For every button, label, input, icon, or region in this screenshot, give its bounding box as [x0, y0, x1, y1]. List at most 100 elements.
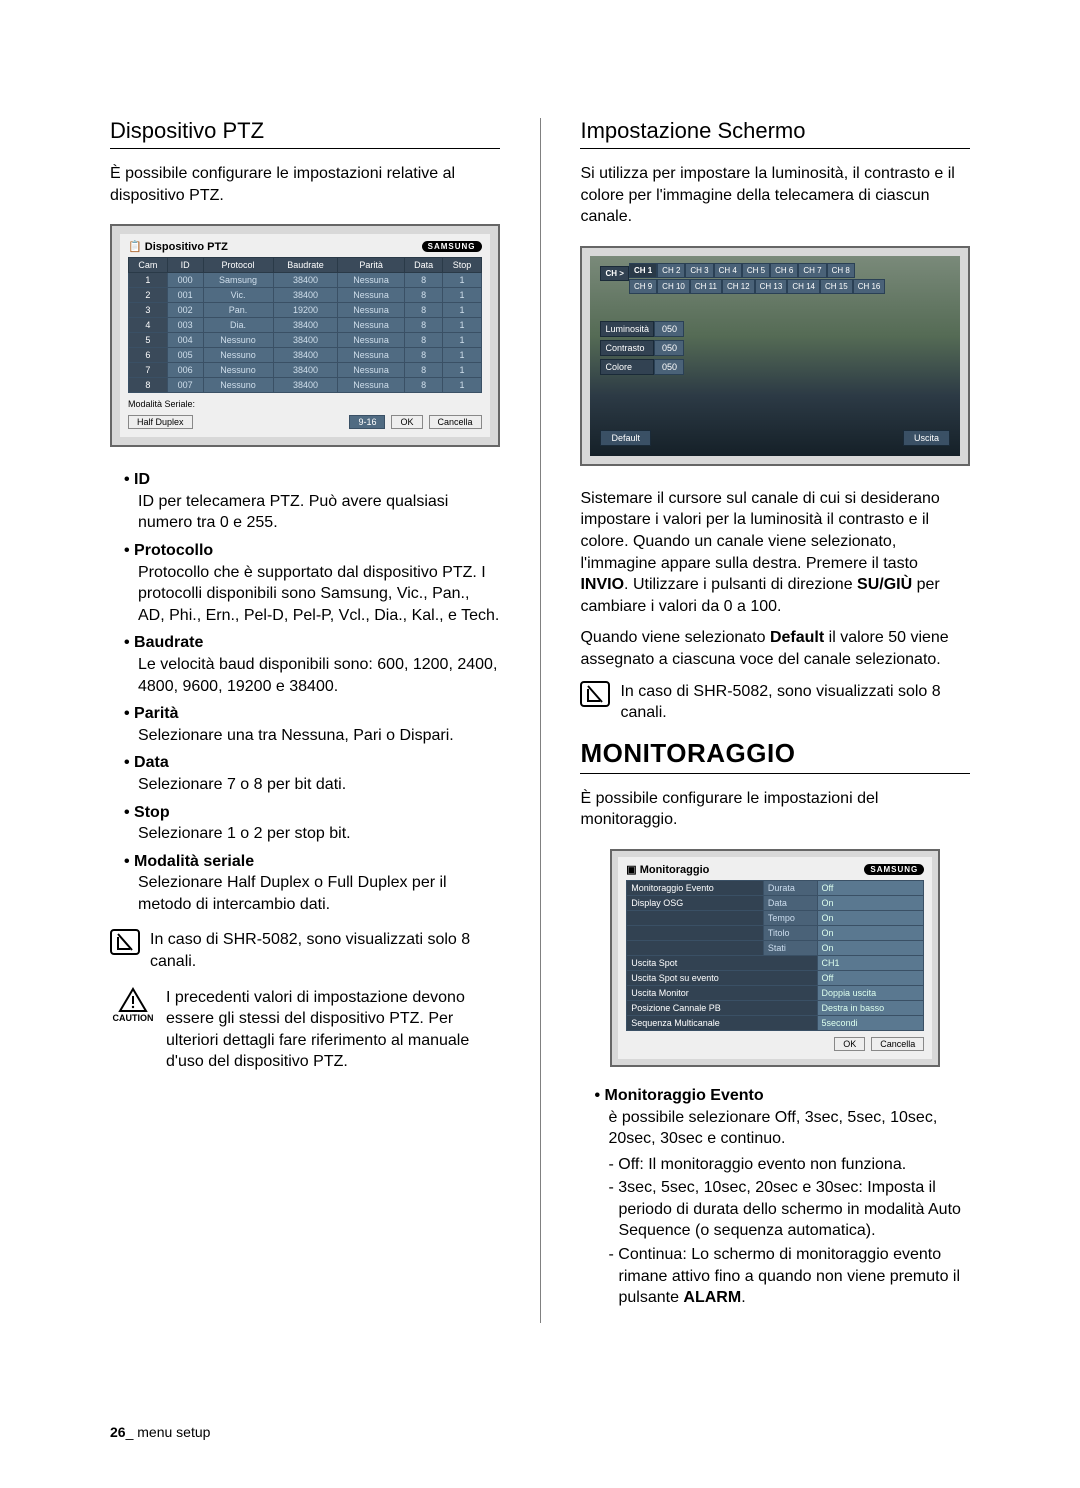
channel-cell[interactable]: CH 8 [827, 263, 855, 278]
slider-label: Colore [600, 359, 654, 375]
channel-cell[interactable]: CH 1 [629, 263, 657, 278]
channel-cell[interactable]: CH 11 [690, 279, 722, 294]
bullet-item: Modalità serialeSelezionare Half Duplex … [124, 851, 500, 916]
ok-button[interactable]: OK [391, 415, 422, 429]
caution-label: CAUTION [110, 1013, 156, 1023]
sub-item: Continua: Lo schermo di monitoraggio eve… [608, 1244, 970, 1309]
table-row[interactable]: 1000Samsung38400Nessuna81 [129, 273, 482, 288]
default-button[interactable]: Default [600, 430, 651, 446]
serial-label: Modalità Seriale: [128, 399, 195, 409]
channel-cell[interactable]: CH 16 [853, 279, 886, 294]
slider-value[interactable]: 050 [654, 359, 684, 375]
bullet-title: ID [124, 471, 150, 488]
channel-cell[interactable]: CH 3 [685, 263, 713, 278]
note-icon [580, 681, 610, 707]
note-8-channels-right: In caso di SHR-5082, sono visualizzati s… [580, 681, 970, 724]
bullet-desc: è possibile selezionare Off, 3sec, 5sec,… [594, 1107, 970, 1150]
note-8-channels: In caso di SHR-5082, sono visualizzati s… [110, 929, 500, 972]
caution-text: I precedenti valori di impostazione devo… [166, 987, 500, 1073]
table-row[interactable]: Sequenza Multicanale5secondi [627, 1015, 924, 1030]
monitoraggio-heading: MONITORAGGIO [580, 738, 970, 769]
table-row[interactable]: 7006Nessuno38400Nessuna81 [129, 363, 482, 378]
schermo-para1: Sistemare il cursore sul canale di cui s… [580, 488, 970, 618]
channel-cell[interactable]: CH 7 [798, 263, 826, 278]
page-footer: 26_ menu setup [110, 1424, 210, 1440]
ptz-header: Cam [129, 258, 168, 273]
bullet-title: Baudrate [124, 634, 203, 651]
channel-cell[interactable]: CH 5 [742, 263, 770, 278]
monitoraggio-intro: È possibile configurare le impostazioni … [580, 788, 970, 831]
bullet-title: Stop [124, 804, 170, 821]
ptz-panel-title: 📋 Dispositivo PTZ [128, 240, 228, 253]
slider-row: Colore050 [600, 359, 950, 375]
ptz-header: ID [167, 258, 203, 273]
table-row[interactable]: 8007Nessuno38400Nessuna81 [129, 378, 482, 393]
slider-value[interactable]: 050 [654, 340, 684, 356]
note-text: In caso di SHR-5082, sono visualizzati s… [150, 929, 500, 972]
ptz-header: Data [404, 258, 443, 273]
monit-bullet-list: Monitoraggio Evento è possibile selezion… [580, 1085, 970, 1309]
table-row[interactable]: 5004Nessuno38400Nessuna81 [129, 333, 482, 348]
ptz-panel: 📋 Dispositivo PTZ SAMSUNG CamIDProtocolB… [110, 224, 500, 447]
note-icon [110, 929, 140, 955]
left-column: Dispositivo PTZ È possibile configurare … [110, 118, 500, 1323]
slider-label: Contrasto [600, 340, 654, 356]
table-row[interactable]: 4003Dia.38400Nessuna81 [129, 318, 482, 333]
range-button[interactable]: 9-16 [349, 415, 385, 429]
channel-cell[interactable]: CH 2 [657, 263, 685, 278]
bullet-item: BaudrateLe velocità baud disponibili son… [124, 632, 500, 697]
bullet-item: IDID per telecamera PTZ. Può avere quals… [124, 469, 500, 534]
table-row[interactable]: Display OSGDataOn [627, 895, 924, 910]
ptz-header: Parità [338, 258, 404, 273]
bullet-title: Data [124, 754, 169, 771]
serial-value[interactable]: Half Duplex [128, 415, 193, 429]
schermo-heading: Impostazione Schermo [580, 118, 970, 144]
rule [110, 148, 500, 149]
brand-logo: SAMSUNG [864, 864, 924, 875]
exit-button[interactable]: Uscita [903, 430, 950, 446]
table-row[interactable]: Monitoraggio EventoDurataOff [627, 880, 924, 895]
channel-cell[interactable]: CH 10 [657, 279, 690, 294]
monit-table: Monitoraggio EventoDurataOffDisplay OSGD… [626, 880, 924, 1031]
caution-icon [118, 987, 148, 1013]
channel-cell[interactable]: CH 9 [629, 279, 657, 294]
table-row[interactable]: Uscita MonitorDoppia uscita [627, 985, 924, 1000]
cancel-button[interactable]: Cancella [429, 415, 482, 429]
slider-value[interactable]: 050 [654, 321, 684, 337]
bullet-desc: Selezionare 1 o 2 per stop bit. [124, 823, 500, 845]
sub-item: Off: Il monitoraggio evento non funziona… [608, 1154, 970, 1176]
channel-cell[interactable]: CH 6 [770, 263, 798, 278]
table-row[interactable]: Uscita Spot su eventoOff [627, 970, 924, 985]
ptz-intro: È possibile configurare le impostazioni … [110, 163, 500, 206]
channel-cell[interactable]: CH 4 [714, 263, 742, 278]
table-row[interactable]: TempoOn [627, 910, 924, 925]
table-row[interactable]: TitoloOn [627, 925, 924, 940]
bullet-item: ParitàSelezionare una tra Nessuna, Pari … [124, 703, 500, 746]
bullet-item: ProtocolloProtocollo che è supportato da… [124, 540, 500, 626]
bullet-item: Stop Selezionare 1 o 2 per stop bit. [124, 802, 500, 845]
table-row[interactable]: StatiOn [627, 940, 924, 955]
channel-cell[interactable]: CH 13 [755, 279, 788, 294]
table-row[interactable]: Posizione Cannale PBDestra in basso [627, 1000, 924, 1015]
ch-label: CH > [600, 266, 628, 281]
schermo-intro: Si utilizza per impostare la luminosità,… [580, 163, 970, 228]
table-row[interactable]: 6005Nessuno38400Nessuna81 [129, 348, 482, 363]
sliders: Luminosità050Contrasto050Colore050 [600, 321, 950, 375]
ok-button[interactable]: OK [834, 1037, 865, 1051]
bullet-title: Protocollo [124, 542, 213, 559]
note-text: In caso di SHR-5082, sono visualizzati s… [620, 681, 970, 724]
bullet-desc: Selezionare Half Duplex o Full Duplex pe… [124, 872, 500, 915]
table-row[interactable]: Uscita SpotCH1 [627, 955, 924, 970]
monitoraggio-panel: ▣ Monitoraggio SAMSUNG Monitoraggio Even… [610, 849, 940, 1067]
ptz-header: Protocol [203, 258, 273, 273]
slider-label: Luminosità [600, 321, 654, 337]
bullet-desc: Selezionare una tra Nessuna, Pari o Disp… [124, 725, 500, 747]
table-row[interactable]: 2001Vic.38400Nessuna81 [129, 288, 482, 303]
schermo-para2: Quando viene selezionato Default il valo… [580, 627, 970, 670]
bullet-desc: Selezionare 7 o 8 per bit dati. [124, 774, 500, 796]
channel-cell[interactable]: CH 12 [722, 279, 755, 294]
cancel-button[interactable]: Cancella [871, 1037, 924, 1051]
channel-cell[interactable]: CH 14 [787, 279, 820, 294]
channel-cell[interactable]: CH 15 [820, 279, 853, 294]
table-row[interactable]: 3002Pan.19200Nessuna81 [129, 303, 482, 318]
